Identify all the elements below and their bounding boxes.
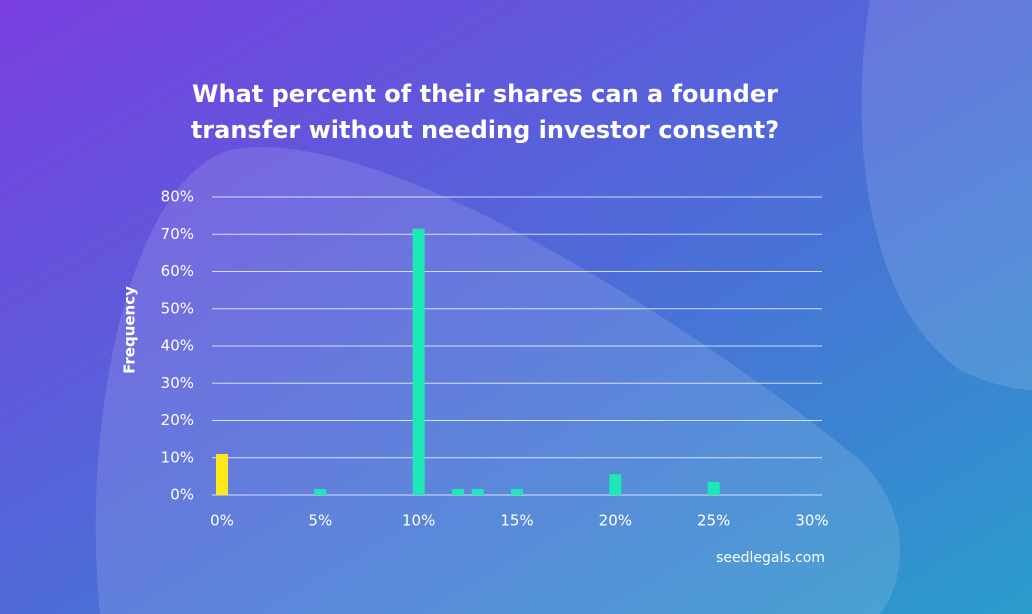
x-tick-label: 15%	[500, 512, 533, 530]
bar	[314, 489, 327, 495]
x-tick-label: 30%	[795, 512, 828, 530]
y-tick-label: 10%	[161, 448, 194, 466]
y-tick-label: 20%	[161, 411, 194, 429]
x-tick-label: 20%	[599, 512, 632, 530]
y-tick-label: 70%	[161, 225, 194, 243]
bar	[452, 489, 464, 495]
y-tick-label: 50%	[161, 299, 194, 317]
x-tick-label: 25%	[697, 512, 730, 530]
bar	[707, 481, 720, 495]
x-tick-label: 5%	[308, 512, 332, 530]
y-tick-label: 0%	[170, 486, 194, 504]
chart-title: What percent of their shares can a found…	[190, 80, 780, 144]
y-tick-label: 60%	[161, 262, 194, 280]
source: seedlegals.com	[716, 550, 825, 566]
bar	[216, 454, 228, 495]
y-axis-label: Frequency	[121, 286, 139, 374]
decor-shape	[95, 147, 900, 614]
decor-shape	[861, 0, 1032, 390]
bar	[609, 474, 622, 495]
x-tick-label: 10%	[402, 512, 435, 530]
x-tick-label: 0%	[210, 512, 234, 530]
y-tick-label: 30%	[161, 374, 194, 392]
bar	[412, 228, 425, 495]
y-tick-label: 40%	[161, 337, 194, 355]
bar	[471, 489, 484, 495]
bar	[511, 489, 523, 495]
y-tick-label: 80%	[161, 188, 194, 206]
